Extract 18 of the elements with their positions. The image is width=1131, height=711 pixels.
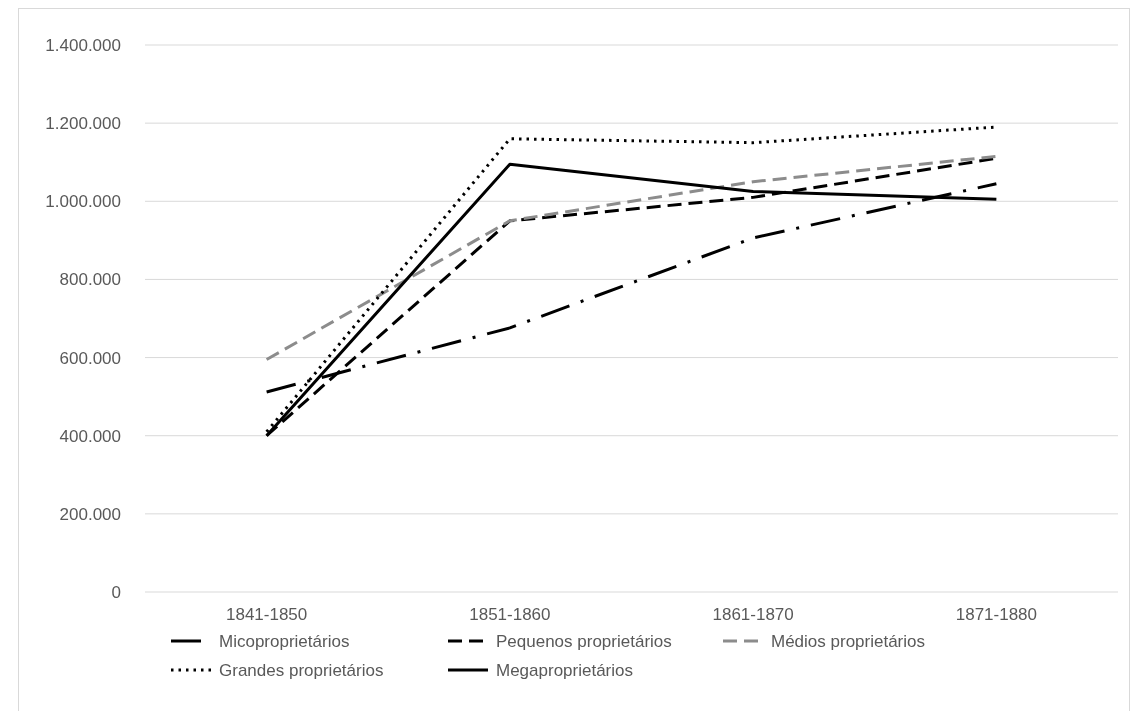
legend-label: Micoproprietários bbox=[219, 631, 350, 651]
y-tick-label: 400.000 bbox=[59, 426, 121, 446]
y-tick-label: 1.000.000 bbox=[45, 192, 121, 212]
legend-label: Megaproprietários bbox=[496, 660, 634, 680]
x-tick-label: 1851-1860 bbox=[469, 605, 551, 624]
y-tick-label: 200.000 bbox=[59, 504, 121, 524]
y-tick-label: 1.200.000 bbox=[45, 114, 121, 134]
y-tick-label: 1.400.000 bbox=[45, 35, 121, 55]
line-series bbox=[265, 154, 998, 362]
y-tick-label: 600.000 bbox=[59, 348, 121, 368]
y-tick-label: 0 bbox=[111, 582, 121, 602]
x-tick-label: 1871-1880 bbox=[955, 605, 1038, 624]
legend-label: Grandes proprietários bbox=[219, 660, 384, 680]
y-tick-label: 800.000 bbox=[59, 270, 121, 290]
x-tick-label: 1841-1850 bbox=[225, 605, 308, 624]
legend-label: Médios proprietários bbox=[771, 631, 926, 651]
legend-label: Pequenos proprietários bbox=[496, 631, 672, 651]
x-tick-label: 1861-1870 bbox=[712, 605, 794, 624]
